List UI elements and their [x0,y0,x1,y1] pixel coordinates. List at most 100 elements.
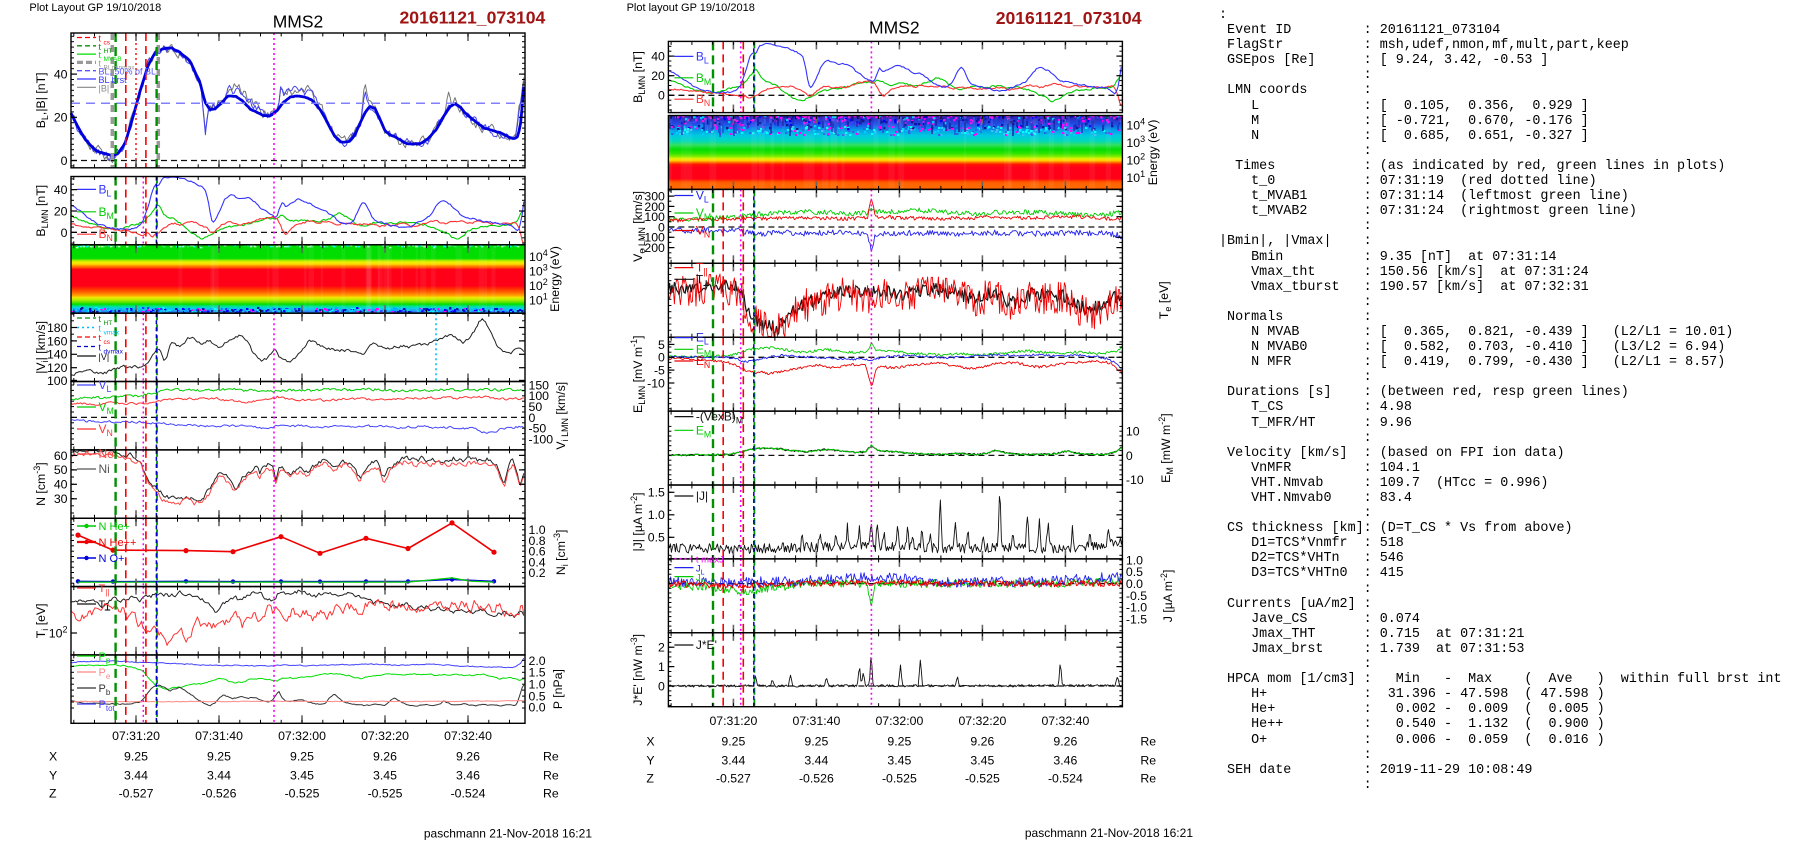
svg-text:-0.525: -0.525 [285,786,320,800]
svg-text:T: T [99,599,106,611]
svg-text:0.4: 0.4 [529,555,546,569]
svg-text:9.26: 9.26 [456,749,480,763]
svg-text:101: 101 [529,291,548,307]
svg-text:Ve LMN​ [km/s]: Ve LMN​ [km/s] [631,191,647,262]
svg-text:160: 160 [47,334,68,348]
svg-text:180: 180 [47,321,68,335]
svg-text:JL​: JL​ [696,564,705,577]
svg-text:J [µA m-2​]: J [µA m-2​] [1159,570,1175,623]
svg-text:T||​: T||​ [99,583,110,597]
svg-text:07:32:00: 07:32:00 [278,729,326,743]
svg-text:20: 20 [651,69,665,83]
svg-text:3.46: 3.46 [456,768,480,782]
svg-text:0: 0 [658,351,665,365]
svg-text:BN​: BN​ [696,92,710,108]
svg-text:BM​: BM​ [99,205,114,221]
svg-text:-5: -5 [654,364,665,378]
svg-text:EM​: EM​ [696,423,711,439]
svg-text:101: 101 [1126,169,1145,185]
svg-text:X: X [646,734,654,748]
svg-text:Y: Y [49,768,57,782]
svg-text:20: 20 [54,204,68,218]
svg-text:Z: Z [646,771,654,785]
svg-text:Vi LMN​ [km/s]: Vi LMN​ [km/s] [554,382,570,450]
svg-text:P [nPa]: P [nPa] [551,669,565,709]
svg-text:Ti​ [eV]: Ti​ [eV] [34,603,50,638]
svg-text:2.0: 2.0 [529,654,546,668]
svg-text:J*E' [nW m-3​]: J*E' [nW m-3​] [629,634,645,706]
svg-text:-(VexB)M​: -(VexB)M​ [696,410,743,426]
svg-text:-0.526: -0.526 [799,771,834,785]
svg-text:JM​: JM​ [696,573,707,586]
svg-text:1.0: 1.0 [529,523,546,537]
svg-text:Y: Y [646,753,654,767]
svg-text:BLMN​ [nT]: BLMN​ [nT] [34,185,50,237]
svg-text:t MVAB​: t MVAB​ [99,50,123,63]
svg-text:paschmann 21-Nov-2018 16:21: paschmann 21-Nov-2018 16:21 [424,827,592,841]
svg-text:-200: -200 [640,241,665,255]
svg-text:0: 0 [658,679,665,693]
svg-text:EM​: EM​ [696,342,711,358]
svg-text:0.2: 0.2 [529,566,546,580]
svg-text:-0.5: -0.5 [1126,589,1147,603]
svg-text:07:32:40: 07:32:40 [444,729,492,743]
svg-text:paschmann 21-Nov-2018 16:21: paschmann 21-Nov-2018 16:21 [1025,826,1193,840]
svg-text:Re: Re [1140,734,1156,748]
svg-text:t BLminmax​: t BLminmax​ [99,58,136,71]
svg-text:Pb​: Pb​ [99,683,111,697]
svg-text:40: 40 [651,50,665,64]
svg-text:ELMN​ [mV m-1​]: ELMN​ [mV m-1​] [629,335,647,413]
svg-text:100: 100 [529,389,550,403]
svg-text:100: 100 [644,210,665,224]
svg-text:-1.5: -1.5 [1126,612,1147,626]
svg-text:VL​: VL​ [696,189,709,205]
svg-text:0.5: 0.5 [1126,565,1143,579]
svg-text:0.5: 0.5 [529,690,546,704]
svg-text:40: 40 [54,183,68,197]
svg-text:1: 1 [658,660,665,674]
svg-text:9.25: 9.25 [804,734,828,748]
svg-text:BM​: BM​ [696,71,711,87]
svg-text:Pp​: Pp​ [99,651,111,665]
svg-text:|Vi​| [km/s]: |Vi​| [km/s] [34,321,50,374]
svg-text:20: 20 [54,111,68,125]
svg-text:-0.526: -0.526 [202,786,237,800]
svg-text:102: 102 [1126,151,1145,167]
svg-text:VM​: VM​ [99,400,114,416]
svg-text:3.44: 3.44 [124,768,148,782]
svg-text:BLMN​ [nT]: BLMN​ [nT] [631,51,647,103]
svg-text:BL​: BL​ [696,49,709,65]
svg-text:3.45: 3.45 [373,768,397,782]
svg-text:N O+: N O+ [99,553,125,565]
svg-text:0: 0 [61,226,68,240]
svg-text:Re: Re [543,786,559,800]
svg-text:07:31:40: 07:31:40 [195,729,243,743]
svg-text:-0.527: -0.527 [716,771,751,785]
svg-text:EM​ [mW m-2​]: EM​ [mW m-2​] [1157,413,1175,482]
svg-text:J*E': J*E' [696,638,717,652]
svg-text:Z: Z [49,786,57,800]
svg-text:MMS2: MMS2 [273,11,324,31]
svg-text:2: 2 [658,641,665,655]
svg-text:30: 30 [54,492,68,506]
svg-text:Ne: Ne [99,447,115,461]
svg-text:Plot layout GP 19/10/2018: Plot layout GP 19/10/2018 [627,2,755,14]
svg-text:T||​: T||​ [696,261,708,277]
svg-text:VM​: VM​ [696,206,711,222]
svg-text:9.26: 9.26 [373,749,397,763]
svg-text:|V|: |V| [99,352,110,362]
svg-text:0: 0 [658,89,665,103]
svg-text:Ptot​: Ptot​ [99,699,116,713]
svg-text:Energy (eV): Energy (eV) [1146,120,1160,186]
svg-text:07:31:40: 07:31:40 [792,714,840,728]
svg-text:Energy (eV): Energy (eV) [548,246,562,312]
svg-text:3.45: 3.45 [887,753,911,767]
svg-text:0: 0 [529,411,536,425]
svg-text:1.0: 1.0 [529,678,546,692]
svg-text:3.46: 3.46 [1053,753,1077,767]
svg-text:1.0: 1.0 [1126,553,1143,567]
svg-text:10: 10 [1126,425,1140,439]
svg-text:3.44: 3.44 [721,753,745,767]
svg-text:-1.0: -1.0 [1126,601,1147,615]
svg-text:-0.527: -0.527 [119,786,154,800]
